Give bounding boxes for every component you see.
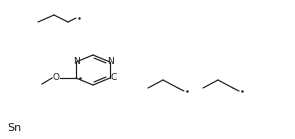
Text: O: O [53,74,60,83]
Text: N: N [106,58,113,66]
Text: N: N [73,58,79,66]
Text: Sn: Sn [7,123,21,133]
Text: C: C [111,74,117,83]
